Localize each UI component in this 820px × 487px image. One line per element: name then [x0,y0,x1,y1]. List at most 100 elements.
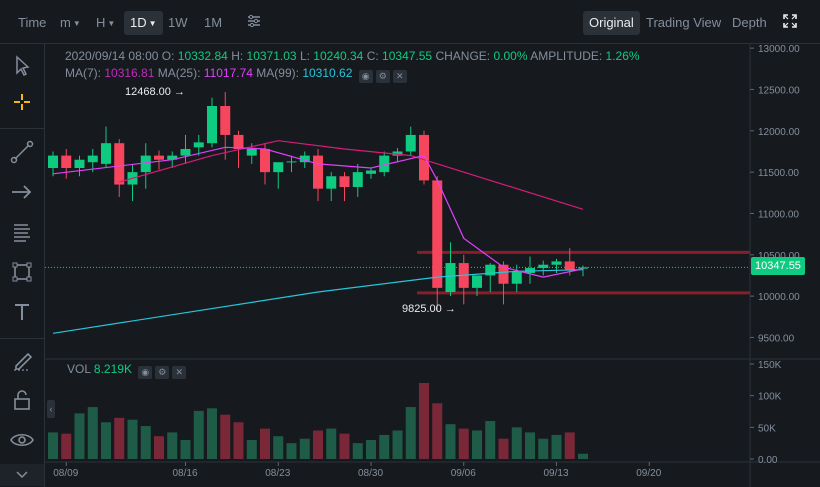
candle-body [260,148,270,173]
trend-line-icon[interactable] [6,136,38,168]
tab-trading-view[interactable]: Trading View [646,15,722,30]
month-interval-button[interactable]: 1M [204,15,223,30]
candle-body [48,155,58,168]
candle-body [498,264,509,284]
volume-bar [127,419,138,459]
volume-bar [74,413,85,459]
brush-icon[interactable] [6,344,38,376]
volume-visibility-eye-icon[interactable]: ◉ [138,366,153,379]
candle-body [140,155,151,173]
candle-body [326,176,337,189]
ma-close-icon[interactable]: ✕ [392,70,407,83]
volume-bar [511,427,522,459]
ma25-label: MA(25): [157,66,201,80]
candle-body [379,155,390,173]
ma99-value: 10310.62 [302,66,353,80]
candle-body [419,134,429,181]
volume-bar [48,432,58,459]
time-interval-button[interactable]: Time [18,15,47,30]
day-interval-dropdown[interactable]: 1D ▼ [124,11,163,35]
crosshair-icon[interactable] [6,86,38,118]
volume-bar [578,453,588,459]
volume-bar [61,433,72,459]
price-tick-label: 11000.00 [758,209,799,220]
volume-bar [445,424,456,459]
time-tick-label: 08/16 [173,468,198,479]
volume-bar [273,436,284,459]
candle-body [286,161,297,163]
volume-bar [352,443,363,459]
volume-bar [154,436,164,459]
indicator-settings-icon[interactable] [240,13,268,37]
high-value: 10371.03 [246,49,297,63]
ohlc-date: 2020/09/14 08:00 [65,49,159,63]
caret-down-icon: ▼ [148,19,157,28]
rectangle-icon[interactable] [6,256,38,288]
candle-body [246,148,257,156]
volume-bar [260,428,270,459]
candle-body [578,267,588,269]
volume-bar [313,430,323,459]
ma-visibility-eye-icon[interactable]: ◉ [358,70,373,83]
volume-bar [551,434,562,459]
last-price-tag: 10347.55 [751,257,805,275]
high-label: H: [231,49,244,63]
scroll-left-chevron-icon[interactable]: ‹ [47,400,55,418]
volume-tick-label: 0.00 [758,455,778,466]
caret-down-icon: ▼ [72,19,81,28]
candle-body [392,151,403,156]
volume-bar [167,432,178,459]
candle-body [432,180,443,288]
change-label: CHANGE: [435,49,491,63]
lock-icon[interactable] [6,384,38,416]
change-value: 0.00% [493,49,528,63]
tab-original[interactable]: Original [583,11,640,35]
volume-bar [101,422,111,459]
volume-tick-label: 50K [758,423,776,434]
chart-canvas[interactable]: 13000.00 12500.00 12000.00 11500.00 11000.00… [45,44,820,487]
time-tick-label: 08/09 [53,468,78,479]
tab-depth[interactable]: Depth [732,15,767,30]
candle-body [511,271,522,284]
arrow-icon[interactable] [6,176,38,208]
week-interval-button[interactable]: 1W [168,15,188,30]
candle-body [167,155,178,160]
fib-icon[interactable] [6,216,38,248]
fullscreen-icon[interactable] [776,13,804,37]
hour-interval-dropdown[interactable]: H ▼ [96,15,116,30]
cursor-icon[interactable] [6,50,38,82]
ma99-label: MA(99): [256,66,299,80]
volume-bar [286,443,297,459]
candle-body [339,176,350,188]
caret-down-icon: ▼ [107,19,116,28]
candle-body [61,155,72,168]
price-chart[interactable]: 13000.00 12500.00 12000.00 11500.00 11000.00… [45,44,820,487]
ma-settings-icon[interactable]: ⚙ [375,70,390,83]
drawing-tools-sidebar [0,44,45,487]
ma-readout: MA(7): 10316.81 MA(25): 11017.74 MA(99):… [65,66,407,83]
volume-settings-icon[interactable]: ⚙ [155,366,170,379]
volume-bar [392,430,403,459]
eye-icon[interactable] [6,424,38,456]
volume-bar [419,383,429,459]
volume-bar [87,407,98,459]
volume-close-icon[interactable]: ✕ [172,366,187,379]
chart-toolbar: Time m ▼ H ▼ 1D ▼ 1W 1M Original Trading Vi… [0,0,820,44]
amplitude-value: 1.26% [605,49,640,63]
volume-bar [233,422,244,459]
candle-body [101,143,111,164]
candle-body [445,263,456,292]
volume-tick-label: 150K [758,360,782,371]
minute-interval-dropdown[interactable]: m ▼ [60,15,81,30]
candle-body [87,155,98,163]
volume-bar [207,408,217,459]
text-icon[interactable] [6,296,38,328]
volume-bar [246,440,257,459]
more-tools-chevron-icon[interactable] [0,464,44,486]
close-value: 10347.55 [382,49,433,63]
high-annotation: 12468.00 → [125,86,185,98]
time-tick-label: 08/23 [265,468,290,479]
ohlc-readout: 2020/09/14 08:00 O: 10332.84 H: 10371.03… [65,49,640,63]
candle-body [485,264,496,276]
low-annotation-value: 9825.00 [402,303,442,315]
